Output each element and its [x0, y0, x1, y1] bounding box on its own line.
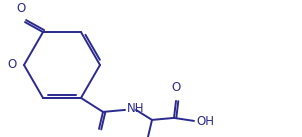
Text: OH: OH — [196, 115, 214, 128]
Text: O: O — [16, 2, 26, 15]
Text: O: O — [171, 81, 181, 94]
Text: NH: NH — [127, 102, 144, 115]
Text: O: O — [8, 58, 17, 72]
